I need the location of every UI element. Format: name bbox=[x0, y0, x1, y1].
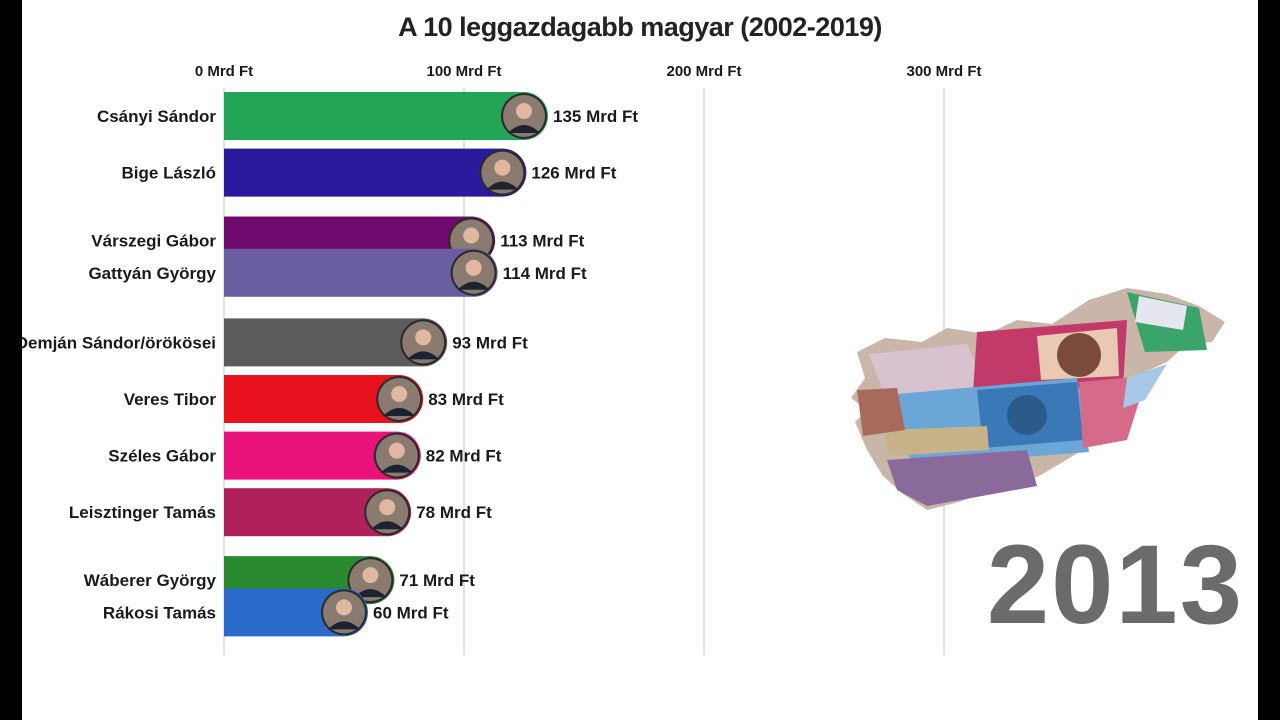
bar bbox=[224, 148, 503, 197]
bar-row: Gattyán György 114 Mrd Ft bbox=[88, 248, 587, 297]
x-tick-label: 100 Mrd Ft bbox=[426, 63, 501, 80]
value-label: 114 Mrd Ft bbox=[503, 264, 587, 283]
bars: Csányi Sándor 135 Mrd Ft Bige László 126 Mr… bbox=[22, 92, 638, 637]
bar-row: Rákosi Tamás 60 Mrd Ft bbox=[103, 588, 449, 637]
bar-row: Veres Tibor 83 Mrd Ft bbox=[124, 375, 504, 423]
bar bbox=[224, 431, 397, 480]
category-label: Rákosi Tamás bbox=[103, 603, 216, 622]
hungary-money-map-image bbox=[851, 288, 1225, 510]
value-label: 126 Mrd Ft bbox=[531, 164, 616, 183]
avatar bbox=[347, 557, 394, 604]
category-label: Csányi Sándor bbox=[97, 107, 216, 126]
category-label: Demján Sándor/örökösei bbox=[22, 333, 216, 352]
chart-canvas: A 10 leggazdagabb magyar (2002-2019) 0 M… bbox=[22, 0, 1258, 720]
bar-row: Demján Sándor/örökösei 93 Mrd Ft bbox=[22, 318, 528, 367]
bar bbox=[224, 318, 424, 367]
value-label: 78 Mrd Ft bbox=[416, 503, 492, 522]
category-label: Széles Gábor bbox=[108, 447, 216, 466]
bar bbox=[224, 92, 524, 140]
year-label: 2013 bbox=[986, 522, 1244, 647]
category-label: Gattyán György bbox=[88, 264, 216, 283]
bar-row: Széles Gábor 82 Mrd Ft bbox=[108, 431, 502, 480]
bar-row: Leisztinger Tamás 78 Mrd Ft bbox=[69, 488, 492, 537]
category-label: Várszegi Gábor bbox=[91, 232, 216, 251]
value-label: 82 Mrd Ft bbox=[426, 447, 502, 466]
bar bbox=[224, 248, 474, 297]
value-label: 93 Mrd Ft bbox=[452, 333, 528, 352]
category-label: Veres Tibor bbox=[124, 390, 217, 409]
bar-chart: 0 Mrd Ft 100 Mrd Ft 200 Mrd Ft 300 Mrd Ft C… bbox=[22, 63, 982, 655]
x-tick-label: 0 Mrd Ft bbox=[195, 63, 253, 80]
x-tick-label: 200 Mrd Ft bbox=[666, 63, 741, 80]
value-label: 135 Mrd Ft bbox=[553, 107, 638, 126]
chart-title: A 10 leggazdagabb magyar (2002-2019) bbox=[398, 12, 882, 42]
value-label: 113 Mrd Ft bbox=[500, 232, 584, 251]
grid-lines: 0 Mrd Ft 100 Mrd Ft 200 Mrd Ft 300 Mrd Ft bbox=[195, 63, 982, 655]
x-tick-label: 300 Mrd Ft bbox=[906, 63, 981, 80]
bar bbox=[224, 375, 400, 423]
value-label: 83 Mrd Ft bbox=[428, 390, 504, 409]
avatar bbox=[321, 589, 367, 636]
avatar bbox=[479, 149, 526, 196]
bar bbox=[224, 488, 388, 537]
category-label: Wáberer György bbox=[84, 571, 217, 590]
value-label: 60 Mrd Ft bbox=[373, 603, 449, 622]
avatar bbox=[376, 376, 423, 422]
category-label: Bige László bbox=[122, 164, 216, 183]
category-label: Leisztinger Tamás bbox=[69, 503, 216, 522]
bar-row: Csányi Sándor 135 Mrd Ft bbox=[97, 92, 638, 140]
avatar bbox=[364, 489, 411, 536]
avatar bbox=[450, 249, 497, 296]
avatar bbox=[400, 319, 447, 366]
value-label: 71 Mrd Ft bbox=[399, 571, 475, 590]
avatar bbox=[501, 93, 547, 139]
avatar bbox=[373, 432, 420, 479]
bar-row: Bige László 126 Mrd Ft bbox=[122, 148, 617, 197]
